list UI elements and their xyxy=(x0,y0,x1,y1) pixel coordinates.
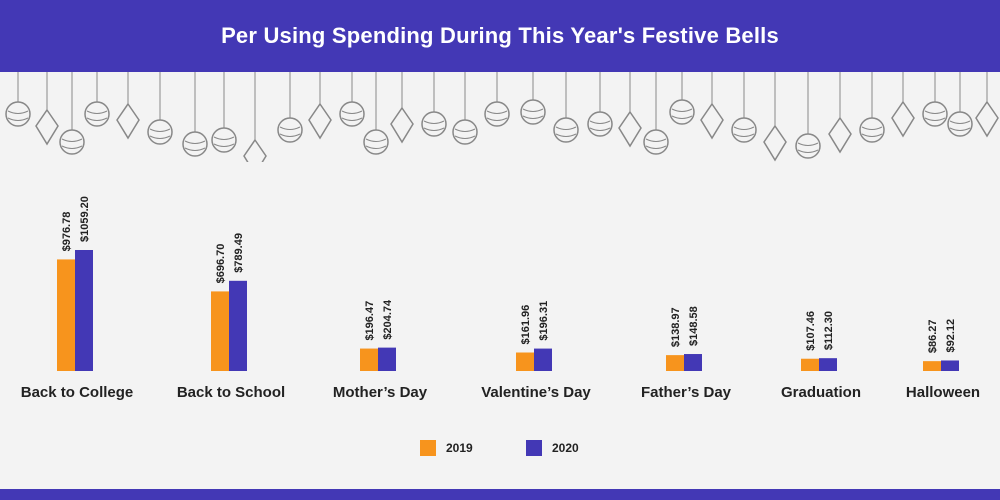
data-label-2019-2: $196.47 xyxy=(364,301,376,341)
legend-item-2020: 2020 xyxy=(526,440,579,456)
legend-item-2019: 2019 xyxy=(420,440,473,456)
bar-2019-4 xyxy=(666,355,684,371)
bar-2020-4 xyxy=(684,354,702,371)
category-label-3: Valentine’s Day xyxy=(481,384,591,401)
bar-2020-6 xyxy=(941,360,959,371)
category-label-5: Graduation xyxy=(781,384,861,401)
chart-title: Per Using Spending During This Year's Fe… xyxy=(221,23,779,48)
data-label-2020-6: $92.12 xyxy=(945,319,957,353)
legend-label-2020: 2020 xyxy=(552,441,579,455)
legend-swatch-2019 xyxy=(420,440,436,456)
ornament-decoration xyxy=(5,72,999,162)
legend-label-2019: 2019 xyxy=(446,441,473,455)
bar-2019-3 xyxy=(516,352,534,371)
data-label-2020-0: $1059.20 xyxy=(79,196,91,242)
data-label-2019-3: $161.96 xyxy=(520,305,532,345)
category-label-4: Father’s Day xyxy=(641,384,732,401)
bar-2020-0 xyxy=(75,250,93,371)
data-label-2019-1: $696.70 xyxy=(215,244,227,284)
category-label-0: Back to College xyxy=(21,384,134,401)
bar-2019-5 xyxy=(801,358,819,371)
bar-2020-3 xyxy=(534,348,552,371)
category-label-6: Halloween xyxy=(906,384,980,401)
data-label-2019-0: $976.78 xyxy=(61,212,73,252)
data-label-2020-2: $204.74 xyxy=(382,299,394,340)
data-label-2019-6: $86.27 xyxy=(927,319,939,353)
title-banner: Per Using Spending During This Year's Fe… xyxy=(0,0,1000,72)
data-label-2020-3: $196.31 xyxy=(538,301,550,341)
bar-2020-2 xyxy=(378,347,396,371)
data-label-2020-5: $112.30 xyxy=(823,311,835,350)
bar-2019-6 xyxy=(923,361,941,371)
bar-2020-1 xyxy=(229,280,247,371)
bar-2019-0 xyxy=(57,259,75,371)
data-label-2020-4: $148.58 xyxy=(688,306,700,346)
data-label-2019-4: $138.97 xyxy=(670,307,682,347)
category-label-1: Back to School xyxy=(177,384,285,401)
legend-swatch-2020 xyxy=(526,440,542,456)
bar-2019-1 xyxy=(211,291,229,371)
data-label-2020-1: $789.49 xyxy=(233,233,245,273)
footer-bar xyxy=(0,489,1000,500)
bar-2020-5 xyxy=(819,358,837,371)
bar-2019-2 xyxy=(360,348,378,371)
data-label-2019-5: $107.46 xyxy=(805,311,817,351)
category-label-2: Mother’s Day xyxy=(333,384,428,401)
